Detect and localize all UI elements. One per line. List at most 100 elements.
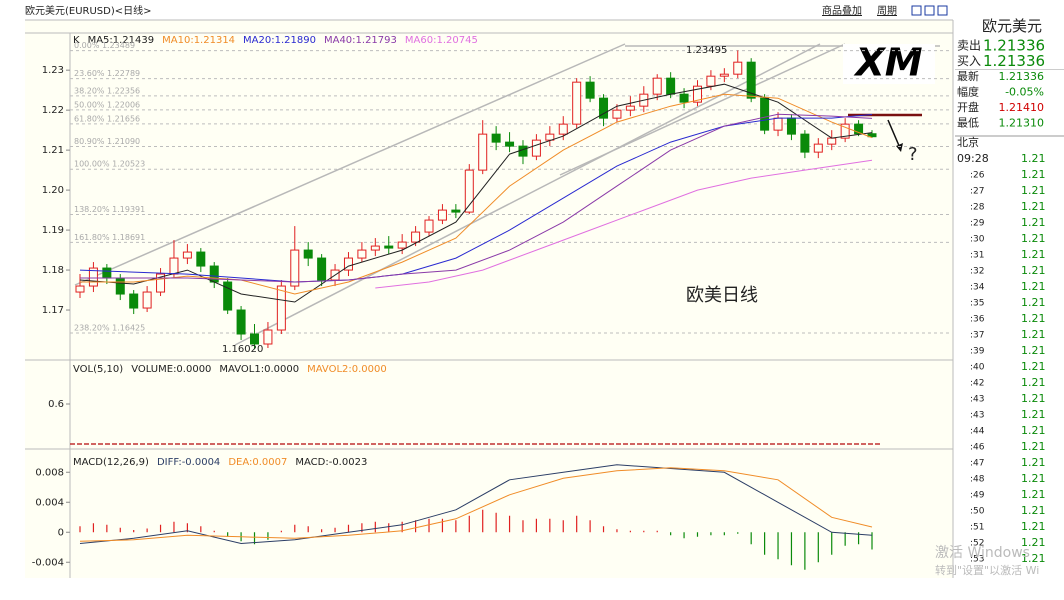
- candle-body: [827, 137, 837, 145]
- tick-time: :49: [970, 491, 985, 501]
- tick-price: 1.21: [1021, 408, 1046, 421]
- candle-body: [692, 85, 702, 103]
- logo: XM: [853, 41, 922, 85]
- y-tick-label: 0.6: [48, 399, 64, 410]
- toolbar-icons[interactable]: [911, 5, 948, 16]
- tick-price: 1.21: [1021, 360, 1046, 373]
- y-tick-label: 1.18: [42, 265, 64, 276]
- icon[interactable]: [937, 5, 948, 16]
- legend-entry: DIFF:-0.0004: [157, 457, 220, 468]
- legend-entry: MAVOL2:0.0000: [307, 364, 387, 375]
- legend-entry: MA60:1.20745: [405, 35, 478, 46]
- indicator-line: [80, 93, 873, 295]
- candle-body: [652, 77, 662, 95]
- tick-time: :46: [970, 443, 985, 453]
- y-tick-label: 1.21: [42, 145, 64, 156]
- tick-time: :44: [970, 427, 985, 437]
- icon[interactable]: [924, 5, 935, 16]
- candle-body: [196, 251, 206, 267]
- candle-body: [786, 117, 796, 135]
- tick-time: :28: [970, 203, 985, 213]
- channel-line: [74, 43, 626, 286]
- watermark: 转到"设置"以激活 Wi: [935, 563, 1039, 577]
- tick-price: 1.21: [1021, 344, 1046, 357]
- link[interactable]: 商品叠加: [822, 4, 862, 17]
- fib-label: 161.80% 1.18691: [74, 233, 145, 242]
- tick-time: :30: [970, 235, 985, 245]
- icon[interactable]: [911, 5, 922, 16]
- fib-label: 80.90% 1.21090: [74, 137, 140, 146]
- tick-time: :36: [970, 315, 985, 325]
- candle-body: [250, 333, 260, 345]
- candle-body: [142, 291, 152, 309]
- candle-body: [746, 61, 756, 99]
- time: 09:28: [957, 152, 989, 165]
- candle-body: [491, 133, 501, 143]
- candle-body: [733, 61, 743, 75]
- y-tick-label: 1.19: [42, 225, 64, 236]
- candle-body: [666, 77, 676, 95]
- candle-body: [867, 133, 877, 138]
- legend-entry: MA20:1.21890: [243, 35, 316, 46]
- fib-label: 0.00% 1.23489: [74, 41, 135, 50]
- y-tick-label: 0.008: [35, 467, 64, 478]
- quote-value: 1.21336: [983, 52, 1045, 70]
- candle-body: [773, 117, 783, 131]
- y-tick-label: 1.22: [42, 105, 64, 116]
- tick-price: 1.21: [1021, 376, 1046, 389]
- legend-entry: MA40:1.21793: [324, 35, 397, 46]
- candle-body: [384, 245, 394, 249]
- tick-time: :31: [970, 251, 984, 261]
- candle-body: [625, 105, 635, 111]
- candle-body: [357, 249, 367, 259]
- fib-label: 23.60% 1.22789: [74, 69, 140, 78]
- candle-body: [236, 309, 246, 335]
- y-tick-label: 1.23: [42, 65, 64, 76]
- candle-body: [760, 97, 770, 131]
- quote-value: 1.21336: [983, 37, 1045, 55]
- candle-body: [518, 145, 528, 157]
- tick-price: 1.21: [1021, 488, 1046, 501]
- candle-body: [303, 249, 313, 259]
- fib-label: 100.00% 1.20523: [74, 160, 145, 169]
- candle-body: [317, 257, 327, 281]
- chart-background: [25, 20, 953, 578]
- annotation: 1.23495: [686, 45, 727, 56]
- tick-time: :35: [970, 299, 984, 309]
- tick-price: 1.21: [1021, 392, 1046, 405]
- tick-time: :47: [970, 459, 984, 469]
- indicator-line: [79, 114, 873, 283]
- fib-label: 38.20% 1.22356: [74, 86, 140, 95]
- arrow-head: [896, 143, 903, 152]
- tick-time: :37: [970, 331, 984, 341]
- annotation: ?: [908, 144, 918, 165]
- top-bar: [0, 0, 1064, 20]
- legend-entry: MA5:1.21439: [88, 35, 155, 46]
- candle-body: [813, 143, 823, 153]
- candle-body: [612, 109, 622, 119]
- candle-body: [840, 123, 850, 139]
- tick-time: :29: [970, 219, 985, 229]
- tick-price: 1.21: [1021, 552, 1046, 565]
- candle-body: [505, 141, 515, 147]
- fib-label: 238.20% 1.16425: [74, 324, 145, 333]
- candle-body: [156, 273, 166, 293]
- legend-entry: VOLUME:0.0000: [131, 364, 211, 375]
- y-tick-label: 0: [58, 527, 64, 538]
- candle-body: [276, 285, 286, 331]
- tick-price: 1.21: [1021, 280, 1046, 293]
- candle-body: [411, 231, 421, 243]
- watermark: 激活 Windows: [935, 544, 1030, 561]
- city: 北京: [957, 135, 979, 149]
- dividers: [25, 19, 954, 578]
- tick-time: :52: [970, 539, 984, 549]
- tick-time: :32: [970, 267, 984, 277]
- candle-body: [223, 281, 233, 311]
- tick-time: :43: [970, 395, 984, 405]
- quote-label: 幅度: [957, 85, 979, 99]
- candle-body: [290, 249, 300, 287]
- candle-body: [585, 81, 595, 99]
- legend-entry: MACD:-0.0023: [295, 457, 367, 468]
- link[interactable]: 周期: [877, 5, 897, 17]
